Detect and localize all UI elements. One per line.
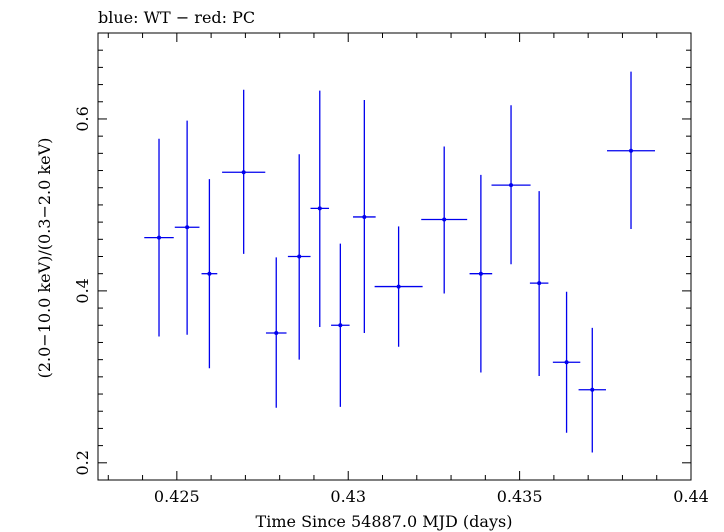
- data-point: [469, 174, 493, 373]
- data-point: [491, 105, 531, 265]
- data-point: [353, 100, 376, 334]
- point-marker: [509, 183, 514, 188]
- point-marker: [629, 148, 634, 153]
- y-tick-label: 0.6: [73, 106, 92, 131]
- data-point: [374, 226, 423, 347]
- x-tick-label: 0.44: [673, 487, 709, 506]
- data-point: [310, 90, 330, 327]
- point-marker: [157, 235, 162, 240]
- point-marker: [590, 387, 595, 392]
- x-tick-label: 0.435: [497, 487, 543, 506]
- data-point: [331, 243, 350, 407]
- point-marker: [317, 206, 322, 211]
- x-tick-label: 0.425: [154, 487, 200, 506]
- data-point: [265, 257, 287, 408]
- x-axis-label: Time Since 54887.0 MJD (days): [256, 512, 513, 531]
- data-point: [421, 146, 468, 294]
- point-marker: [185, 225, 190, 230]
- data-point: [201, 179, 218, 369]
- point-marker: [297, 254, 302, 259]
- data-point: [222, 89, 266, 254]
- point-marker: [274, 331, 279, 336]
- y-tick-label: 0.2: [73, 450, 92, 475]
- data-point: [578, 327, 606, 453]
- point-marker: [564, 360, 569, 365]
- data-point: [529, 191, 549, 376]
- y-axis-ticks: 0.2 0.4 0.6: [73, 32, 691, 476]
- data-point: [552, 291, 581, 433]
- y-axis-label: (2.0−10.0 keV)/(0.3−2.0 keV): [35, 138, 54, 379]
- data-point: [287, 154, 311, 360]
- point-marker: [362, 214, 367, 219]
- x-axis-ticks: 0.425 0.43 0.435 0.44: [107, 33, 709, 506]
- point-marker: [478, 271, 483, 276]
- point-marker: [396, 284, 401, 289]
- y-tick-label: 0.4: [73, 278, 92, 303]
- point-marker: [442, 217, 447, 222]
- point-marker: [338, 323, 343, 328]
- data-point: [144, 138, 174, 337]
- point-marker: [241, 170, 246, 175]
- data-point: [607, 71, 656, 229]
- point-marker: [537, 281, 542, 286]
- x-tick-label: 0.43: [330, 487, 366, 506]
- chart-title: blue: WT − red: PC: [98, 8, 255, 27]
- data-points: [144, 71, 656, 453]
- data-point: [174, 120, 200, 335]
- point-marker: [207, 271, 212, 276]
